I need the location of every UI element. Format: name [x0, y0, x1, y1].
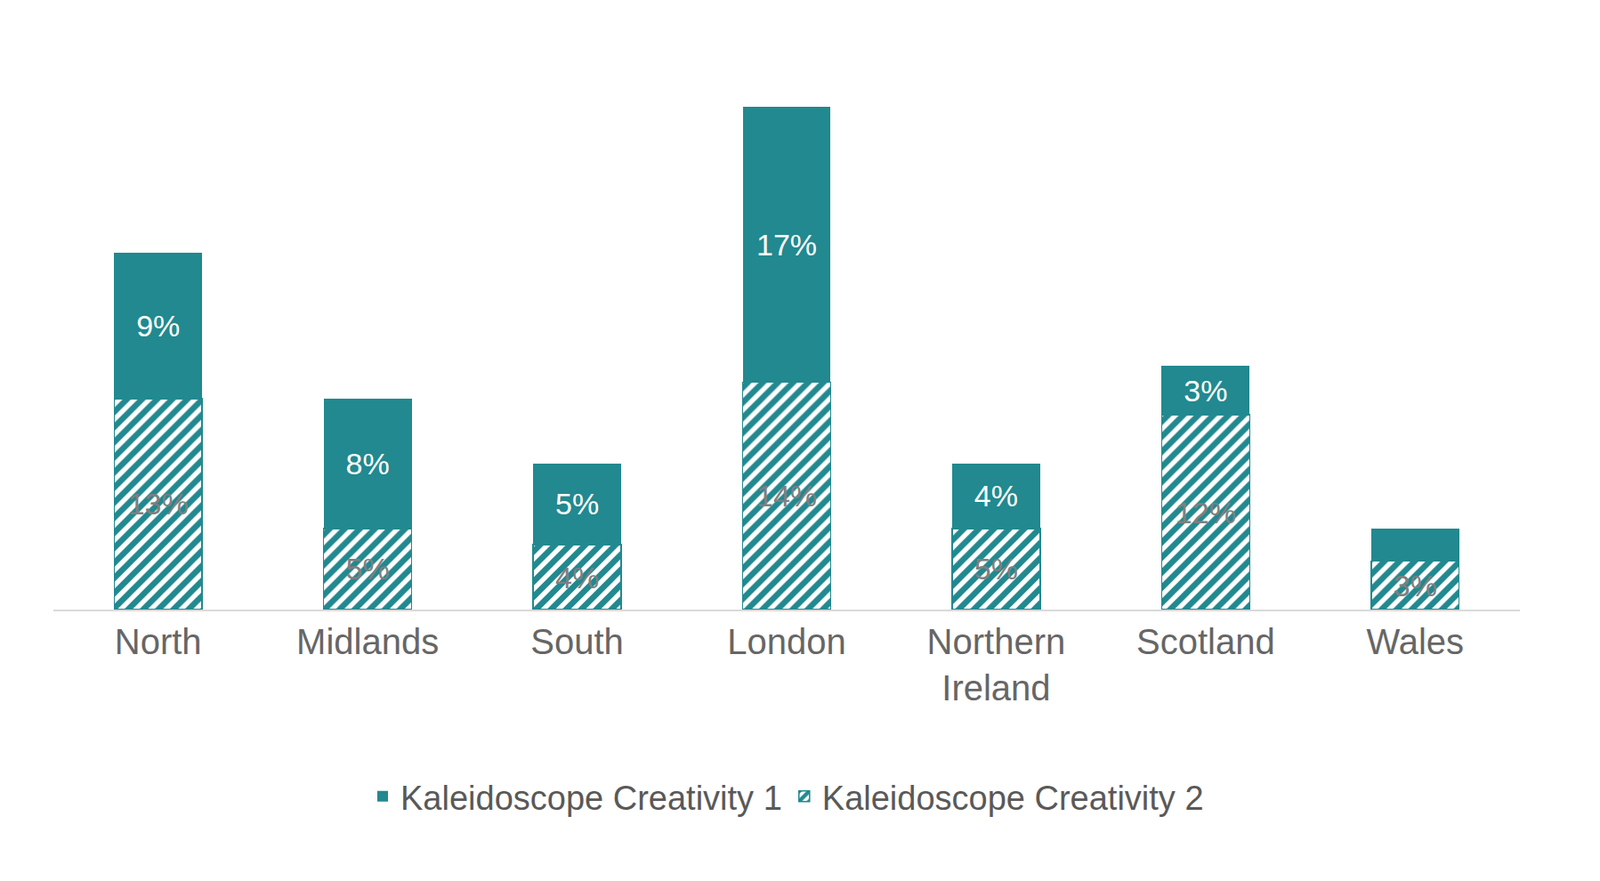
svg-text:5%: 5% [555, 486, 599, 521]
svg-text:4%: 4% [555, 560, 599, 595]
svg-text:Midlands: Midlands [296, 622, 439, 662]
svg-text:3%: 3% [1393, 568, 1438, 603]
svg-text:Scotland: Scotland [1136, 622, 1276, 662]
svg-text:South: South [530, 622, 624, 662]
svg-text:NorthernIreland: NorthernIreland [927, 622, 1067, 708]
svg-text:Kaleidoscope Creativity 1: Kaleidoscope Creativity 1 [400, 779, 783, 817]
svg-text:3%: 3% [1183, 373, 1228, 408]
svg-text:5%: 5% [346, 551, 390, 586]
svg-text:North: North [114, 622, 203, 662]
svg-text:5%: 5% [974, 551, 1019, 586]
svg-text:9%: 9% [136, 308, 180, 343]
svg-text:13%: 13% [128, 486, 189, 521]
svg-text:London: London [727, 622, 846, 662]
svg-text:Wales: Wales [1365, 622, 1464, 662]
svg-text:4%: 4% [974, 478, 1019, 513]
svg-text:12%: 12% [1175, 495, 1237, 530]
svg-text:14%: 14% [756, 478, 817, 513]
svg-text:8%: 8% [346, 446, 390, 481]
svg-text:Kaleidoscope Creativity 2: Kaleidoscope Creativity 2 [822, 779, 1205, 817]
svg-text:17%: 17% [756, 227, 817, 262]
